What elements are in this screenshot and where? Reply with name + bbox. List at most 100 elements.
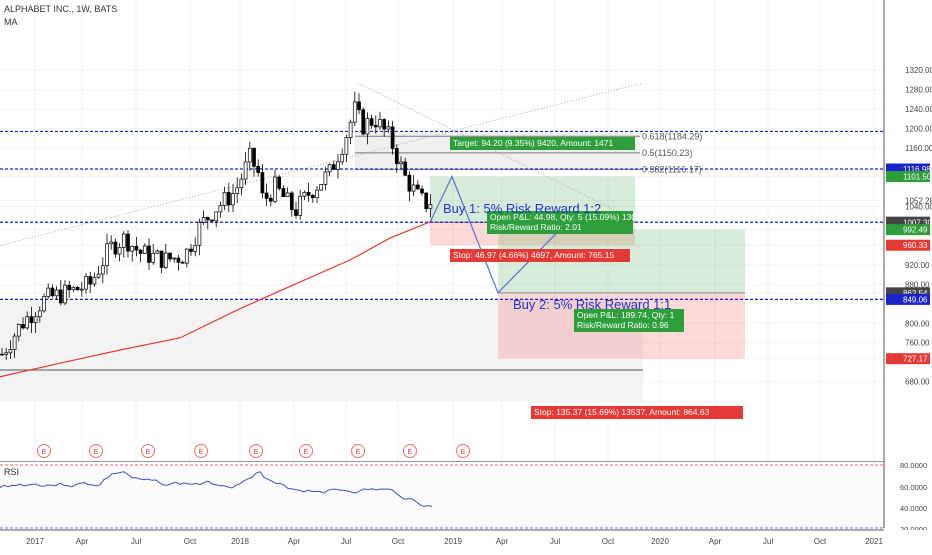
trade1-target-badge[interactable]: Target: 94.20 (9.35%) 9420, Amount: 1471 bbox=[450, 137, 635, 150]
candle-part-19 bbox=[37, 310, 42, 318]
candle-part-189 bbox=[394, 148, 399, 165]
candle-part-107 bbox=[222, 192, 227, 206]
trendline-up[interactable] bbox=[0, 82, 644, 246]
earnings-icon-8[interactable] bbox=[456, 444, 470, 458]
trade2-stop-badge[interactable]: Stop: 135.37 (15.69%) 13537, Amount: 864… bbox=[531, 406, 743, 419]
candle-part-25 bbox=[50, 287, 55, 297]
candle-part-69 bbox=[142, 245, 147, 254]
time-tick-4: 2018 bbox=[231, 537, 249, 546]
candle-part-125 bbox=[260, 172, 265, 194]
candle-part-139 bbox=[289, 192, 294, 211]
price-tick-20: 680.00 bbox=[905, 378, 930, 387]
candle-part-135 bbox=[281, 188, 286, 198]
candle-part-109 bbox=[226, 192, 231, 206]
price-tick-15: 862.54 bbox=[903, 289, 928, 298]
candle-part-39 bbox=[79, 288, 84, 291]
candle-part-23 bbox=[46, 287, 51, 297]
price-tick-7: 1052.28 bbox=[905, 197, 932, 206]
time-tick-10: Jul bbox=[550, 537, 560, 546]
candle-part-61 bbox=[126, 233, 130, 252]
indicator-label-rsi[interactable]: RSI bbox=[4, 467, 20, 477]
time-tick-5: Apr bbox=[288, 537, 301, 546]
earnings-icon-1[interactable] bbox=[89, 444, 103, 458]
trade1-stop-badge[interactable]: Stop: 46.97 (4.66%) 4697, Amount: 765.15 bbox=[450, 249, 630, 262]
candle-part-101 bbox=[210, 219, 214, 222]
candle-part-49 bbox=[100, 265, 105, 275]
earnings-icon-0[interactable] bbox=[37, 444, 51, 458]
candle-part-133 bbox=[277, 176, 282, 189]
candle-part-85 bbox=[176, 257, 181, 263]
price-tick-1: 1280.00 bbox=[905, 86, 932, 95]
candle-part-111 bbox=[231, 193, 235, 206]
time-axis-bg bbox=[0, 530, 932, 550]
candle-part-65 bbox=[134, 245, 139, 251]
price-tag-bg-10 bbox=[886, 216, 930, 228]
earnings-icon-3[interactable] bbox=[194, 444, 208, 458]
time-tick-9: Apr bbox=[496, 537, 509, 546]
price-tag-bg-19 bbox=[886, 353, 930, 365]
candle-part-127 bbox=[264, 192, 269, 199]
candle-part-119 bbox=[247, 147, 252, 163]
moving-average-line[interactable] bbox=[0, 220, 433, 378]
price-tick-5: 1116.98 bbox=[903, 165, 931, 174]
candle-part-29 bbox=[58, 289, 63, 304]
candle-part-7 bbox=[12, 335, 17, 350]
candle-part-113 bbox=[235, 187, 240, 194]
candle-part-197 bbox=[411, 184, 416, 192]
candle-part-59 bbox=[121, 233, 126, 248]
candle-part-75 bbox=[155, 250, 160, 254]
candle-part-131 bbox=[273, 176, 277, 202]
earnings-icon-7[interactable] bbox=[403, 444, 417, 458]
candle-part-35 bbox=[71, 286, 76, 291]
trade2-open-pl-badge-text-1: Risk/Reward Ratio: 0.96 bbox=[577, 320, 669, 330]
trade2-open-pl-badge-text-0: Open P&L: 189.74, Qty: 1 bbox=[577, 310, 675, 320]
price-tick-10: 1007.30 bbox=[903, 218, 932, 227]
candle-part-31 bbox=[63, 284, 67, 304]
candle-part-147 bbox=[306, 192, 311, 196]
trade1-stop-badge-bg bbox=[450, 249, 630, 262]
earnings-label-0: E bbox=[42, 449, 47, 456]
candle-part-193 bbox=[403, 161, 408, 176]
price-tick-2: 1240.00 bbox=[905, 105, 932, 114]
price-tag-bg-6 bbox=[886, 171, 930, 183]
candle-part-93 bbox=[193, 244, 198, 252]
candle-part-171 bbox=[357, 101, 361, 111]
candle-part-95 bbox=[197, 221, 202, 246]
candle-part-155 bbox=[323, 171, 328, 185]
time-tick-12: 2020 bbox=[651, 537, 669, 546]
candle-part-201 bbox=[420, 188, 424, 194]
trade2-title: Buy 2: 5% Risk Reward 1:1 bbox=[513, 297, 671, 312]
candle-part-73 bbox=[151, 252, 156, 263]
price-tick-4: 1160.00 bbox=[905, 144, 932, 153]
candle-part-141 bbox=[294, 209, 298, 216]
candle-part-81 bbox=[168, 252, 172, 260]
price-tick-6: 1101.50 bbox=[903, 173, 932, 182]
price-tick-16: 849.06 bbox=[903, 295, 928, 304]
trade1-target-badge-bg bbox=[450, 137, 635, 150]
rsi-tick-1: 60.0000 bbox=[900, 483, 927, 492]
rsi-tick-3: 20.0000 bbox=[900, 525, 927, 534]
candle-part-71 bbox=[147, 245, 151, 263]
rsi-line[interactable] bbox=[0, 471, 433, 507]
candle-part-45 bbox=[92, 276, 97, 285]
candle-part-83 bbox=[172, 257, 177, 260]
earnings-icon-6[interactable] bbox=[351, 444, 365, 458]
earnings-label-8: E bbox=[461, 449, 466, 456]
candle-part-161 bbox=[336, 161, 340, 170]
price-tick-11: 992.49 bbox=[903, 226, 928, 235]
time-tick-1: Apr bbox=[76, 537, 89, 546]
candle-part-199 bbox=[415, 184, 420, 190]
earnings-icon-5[interactable] bbox=[299, 444, 313, 458]
indicator-label-ma[interactable]: MA bbox=[4, 17, 18, 27]
time-tick-0: 2017 bbox=[26, 537, 44, 546]
earnings-icon-4[interactable] bbox=[249, 444, 263, 458]
earnings-icon-2[interactable] bbox=[141, 444, 155, 458]
time-tick-6: Jul bbox=[341, 537, 351, 546]
time-tick-15: Oct bbox=[814, 537, 827, 546]
trade1-open-pl-badge[interactable]: Open P&L: 44.98, Qty: 5 (15.09%) 13015, … bbox=[487, 211, 714, 234]
price-tick-12: 960.33 bbox=[903, 241, 928, 250]
candle-part-129 bbox=[268, 198, 273, 202]
